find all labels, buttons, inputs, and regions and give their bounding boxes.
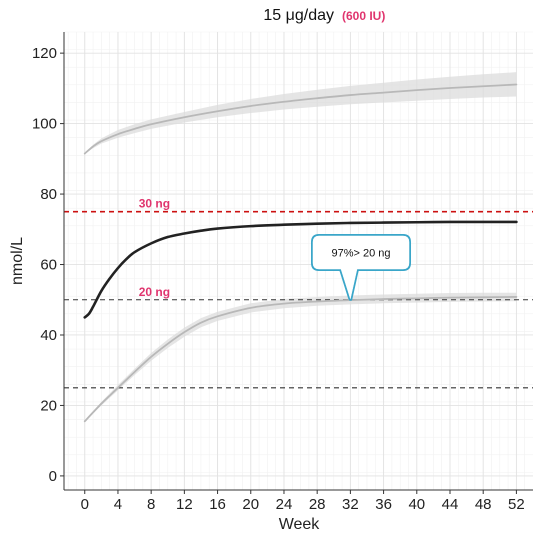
- chart-title: 15 μg/day: [263, 7, 334, 24]
- x-tick-label: 0: [81, 496, 89, 513]
- y-axis-title: nmol/L: [9, 237, 26, 285]
- callout-bubble: [312, 235, 410, 300]
- x-tick-label: 40: [408, 496, 425, 513]
- bands-layer: [84, 72, 517, 422]
- x-tick-label: 24: [276, 496, 293, 513]
- series-line-median: [83, 220, 518, 319]
- y-tick-label: 0: [49, 468, 57, 485]
- reference-lines-layer: 30 ng 20 ng: [64, 197, 533, 389]
- x-tick-label: 8: [147, 496, 155, 513]
- x-tick-label: 52: [508, 496, 525, 513]
- series-line-lower-band: [83, 296, 518, 423]
- x-tick-label: 48: [475, 496, 492, 513]
- x-tick-label: 28: [309, 496, 326, 513]
- y-tick-label: 100: [32, 116, 57, 133]
- x-tick-label: 12: [176, 496, 193, 513]
- series-line-upper-band: [83, 83, 518, 155]
- y-tick-label: 20: [40, 397, 57, 414]
- x-tick-label: 36: [375, 496, 392, 513]
- y-tick-label: 60: [40, 257, 57, 274]
- grid-layer: [64, 31, 533, 491]
- series-layer: [83, 83, 518, 423]
- reference-label-1: 30 ng: [139, 197, 170, 211]
- x-tick-label: 16: [209, 496, 226, 513]
- x-tick-label: 20: [242, 496, 259, 513]
- y-tick-label: 40: [40, 327, 57, 344]
- reference-label-2: 20 ng: [139, 285, 170, 299]
- chart-title-group: 15 μg/day (600 IU): [263, 7, 385, 24]
- x-axis-title: Week: [279, 516, 321, 533]
- x-tick-label: 32: [342, 496, 359, 513]
- chart-subtitle: (600 IU): [342, 9, 385, 23]
- x-tick-label: 44: [442, 496, 459, 513]
- series-band-lower-band: [84, 292, 517, 422]
- y-tick-label: 80: [40, 186, 57, 203]
- annotation-layer: 97%> 20 ng: [311, 234, 411, 301]
- series-band-upper-band: [84, 72, 517, 154]
- callout-text: 97%> 20 ng: [331, 248, 390, 260]
- x-tick-label: 4: [114, 496, 122, 513]
- y-tick-label: 120: [32, 45, 57, 62]
